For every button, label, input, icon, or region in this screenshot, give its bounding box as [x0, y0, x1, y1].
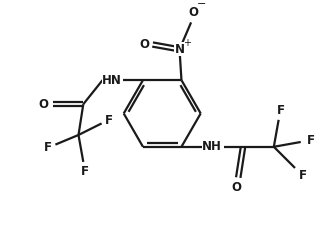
Text: F: F — [307, 133, 314, 147]
Text: F: F — [81, 165, 89, 178]
Text: O: O — [231, 181, 241, 194]
Text: O: O — [188, 6, 198, 19]
Text: HN: HN — [102, 74, 122, 87]
Text: F: F — [105, 114, 113, 127]
Text: F: F — [277, 104, 284, 117]
Text: +: + — [183, 38, 191, 48]
Text: N: N — [175, 43, 185, 56]
Text: F: F — [299, 169, 307, 182]
Text: NH: NH — [202, 140, 222, 153]
Text: −: − — [197, 0, 206, 9]
Text: O: O — [139, 38, 149, 51]
Text: O: O — [39, 98, 49, 111]
Text: F: F — [44, 141, 52, 154]
